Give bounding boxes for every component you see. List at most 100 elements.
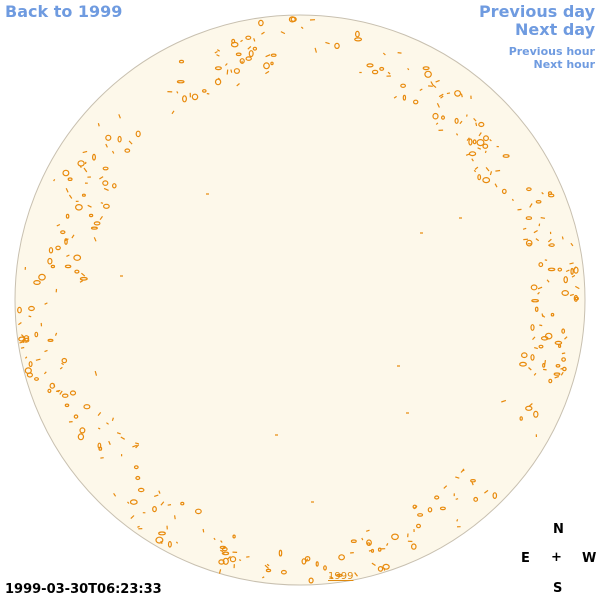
- contour-mark: [473, 496, 479, 502]
- contour-mark: [383, 567, 386, 571]
- contour-mark: [240, 39, 243, 43]
- contour-mark: [456, 519, 459, 522]
- contour-mark: [265, 54, 271, 58]
- contour-mark: [483, 135, 490, 142]
- contour-mark: [102, 166, 109, 171]
- contour-mark: [229, 556, 237, 563]
- contour-mark: [574, 296, 580, 301]
- contour-mark: [474, 166, 479, 170]
- contour-mark: [443, 485, 448, 489]
- contour-mark: [218, 559, 225, 565]
- contour-mark: [270, 61, 274, 66]
- contour-mark: [71, 234, 75, 239]
- contour-mark: [329, 576, 334, 579]
- contour-mark: [130, 515, 135, 520]
- contour-mark: [230, 69, 233, 73]
- contour-mark: [354, 572, 358, 577]
- contour-mark: [541, 191, 544, 195]
- contour-mark: [432, 84, 437, 89]
- previous-hour-link[interactable]: Previous hour: [508, 45, 595, 58]
- contour-mark: [560, 371, 564, 376]
- contour-mark: [575, 285, 580, 290]
- contour-mark: [33, 377, 39, 381]
- contour-mark: [111, 150, 115, 154]
- compass-north-label: N: [553, 522, 564, 537]
- contour-mark: [367, 542, 371, 546]
- contour-mark: [526, 187, 532, 192]
- contour-mark: [484, 489, 489, 494]
- contour-mark: [176, 79, 185, 84]
- contour-mark: [561, 352, 566, 355]
- contour-mark: [489, 138, 492, 142]
- contour-mark: [400, 83, 407, 89]
- contour-mark: [97, 427, 101, 430]
- contour-mark: [69, 390, 77, 396]
- contour-mark: [160, 540, 163, 545]
- contour-mark: [440, 95, 444, 99]
- contour-mark: [73, 254, 82, 261]
- contour-mark: [94, 370, 98, 376]
- contour-mark: [227, 555, 231, 560]
- contour-mark: [485, 167, 490, 172]
- contour-mark: [308, 577, 314, 584]
- contour-mark: [112, 183, 117, 189]
- contour-mark: [471, 158, 474, 162]
- contour-mark: [338, 554, 346, 561]
- year-link[interactable]: 1999: [328, 571, 354, 582]
- contour-mark: [460, 93, 463, 98]
- contour-mark: [54, 332, 58, 336]
- contour-mark: [18, 336, 26, 342]
- contour-mark: [176, 91, 179, 94]
- contour-mark: [561, 236, 564, 240]
- contour-mark: [135, 444, 140, 449]
- contour-mark: [561, 290, 570, 297]
- contour-mark: [547, 191, 553, 196]
- contour-mark: [492, 492, 498, 500]
- contour-mark: [370, 548, 375, 553]
- contour-mark: [48, 247, 54, 254]
- contour-mark: [535, 200, 542, 204]
- contour-mark: [573, 294, 579, 302]
- contour-mark: [542, 363, 546, 368]
- contour-mark: [158, 490, 161, 494]
- contour-mark: [171, 110, 175, 115]
- contour-mark: [544, 360, 546, 365]
- contour-mark: [28, 361, 33, 368]
- compass-east-label: E: [521, 551, 530, 566]
- contour-mark: [546, 279, 550, 283]
- contour-mark: [336, 573, 343, 578]
- active-region-contours: [17, 16, 580, 584]
- contour-mark: [315, 561, 319, 567]
- contour-mark: [135, 475, 141, 481]
- contour-mark: [202, 528, 205, 533]
- contour-mark: [248, 50, 254, 58]
- contour-mark: [323, 565, 327, 571]
- contour-mark: [73, 414, 79, 419]
- contour-mark: [65, 187, 69, 193]
- contour-mark: [410, 543, 417, 550]
- next-day-link[interactable]: Next day: [515, 20, 595, 39]
- contour-mark: [476, 139, 485, 147]
- contour-mark: [484, 150, 487, 154]
- contour-mark: [214, 78, 222, 86]
- contour-mark: [64, 264, 72, 269]
- contour-mark: [81, 272, 86, 277]
- contour-mark: [547, 267, 556, 272]
- contour-mark: [226, 69, 229, 75]
- contour-mark: [224, 63, 228, 66]
- contour-mark: [325, 41, 330, 45]
- contour-mark: [495, 169, 501, 172]
- contour-mark: [455, 476, 460, 479]
- contour-mark: [534, 347, 538, 350]
- contour-mark: [402, 94, 407, 101]
- contour-mark: [544, 332, 553, 340]
- back-to-year-link[interactable]: Back to 1999: [5, 2, 123, 21]
- previous-day-link[interactable]: Previous day: [478, 2, 595, 21]
- contour-mark: [528, 403, 533, 408]
- contour-mark: [252, 46, 258, 51]
- contour-mark: [539, 324, 543, 327]
- contour-mark: [533, 410, 539, 418]
- contour-mark: [55, 390, 60, 393]
- next-hour-link[interactable]: Next hour: [533, 58, 596, 71]
- contour-mark: [17, 306, 22, 314]
